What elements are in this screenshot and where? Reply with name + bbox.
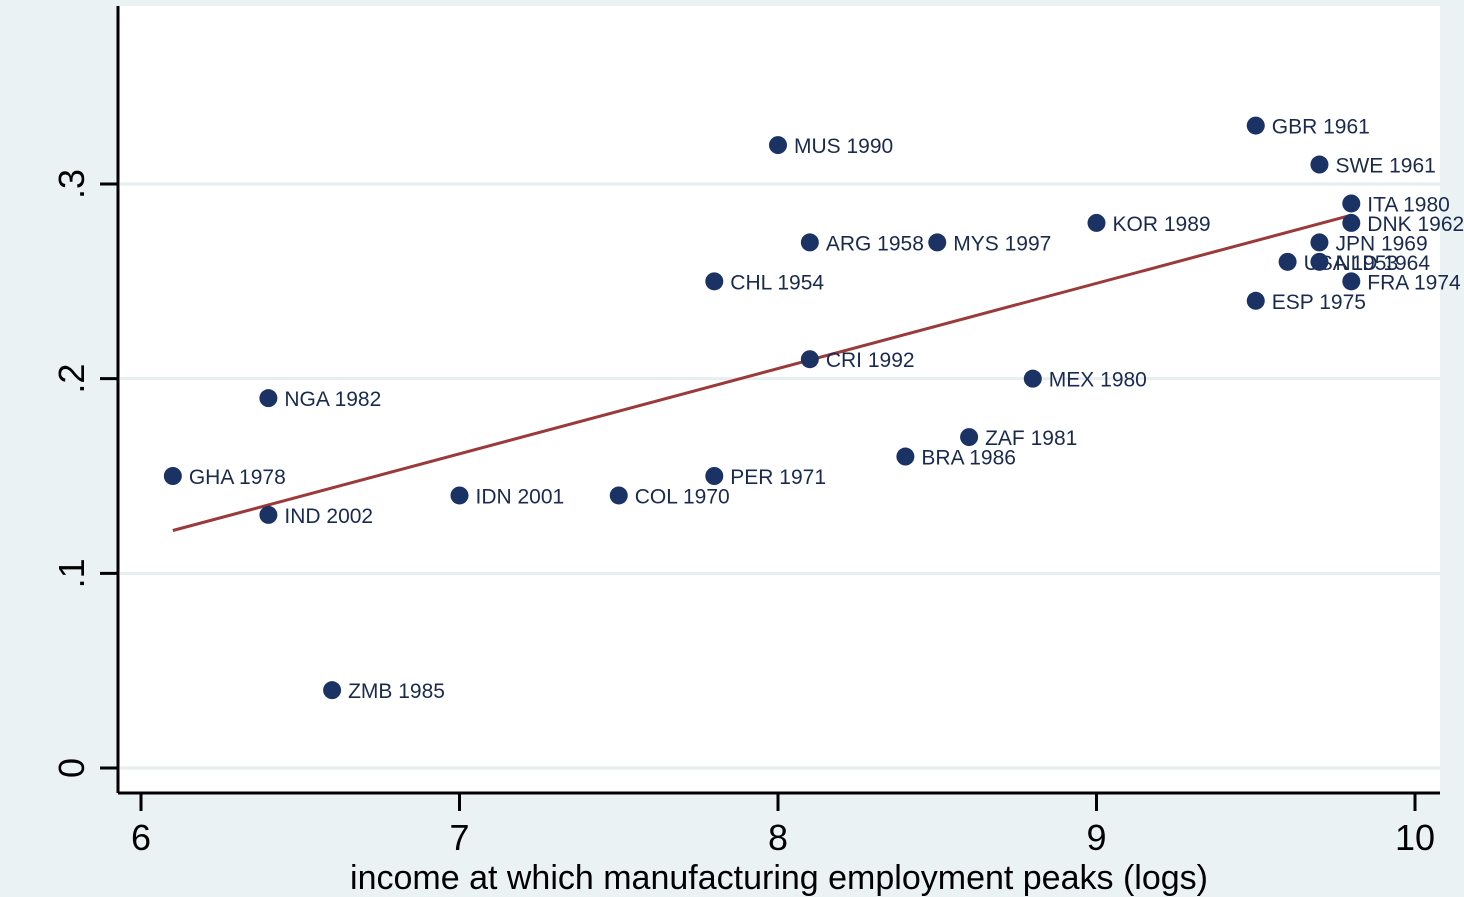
- point-jpn-1969: [1310, 233, 1329, 252]
- y-tick-label-0: 0: [51, 758, 92, 778]
- point-mus-1990: [769, 136, 787, 155]
- point-zmb-1985: [323, 681, 342, 700]
- x-ticks: 6 7 8 9 10: [131, 793, 1435, 858]
- point-label-fra-1974: FRA 1974: [1367, 271, 1461, 294]
- point-label-zaf-1981: ZAF 1981: [985, 427, 1077, 450]
- y-tick-label-3: .3: [51, 169, 92, 199]
- point-label-dnk-1962: DNK 1962: [1367, 213, 1464, 236]
- point-label-gbr-1961: GBR 1961: [1272, 116, 1370, 139]
- point-label-chl-1954: CHL 1954: [730, 271, 824, 294]
- x-tick-label-3: 9: [1086, 817, 1106, 858]
- point-label-idn-2001: IDN 2001: [476, 485, 565, 508]
- point-label-mus-1990: MUS 1990: [794, 135, 893, 158]
- point-zaf-1981: [960, 428, 979, 447]
- point-mex-1980: [1023, 369, 1042, 388]
- point-label-per-1971: PER 1971: [730, 466, 826, 489]
- point-per-1971: [705, 467, 724, 485]
- point-mys-1997: [928, 233, 947, 252]
- point-label-zmb-1985: ZMB 1985: [348, 680, 445, 703]
- x-tick-label-4: 10: [1395, 817, 1435, 858]
- x-tick-label-0: 6: [131, 817, 151, 858]
- point-ind-2002: [259, 505, 278, 524]
- point-idn-2001: [450, 486, 469, 505]
- point-col-1970: [609, 486, 628, 505]
- x-tick-label-1: 7: [449, 817, 469, 858]
- point-arg-1958: [800, 233, 819, 252]
- y-ticks: 0 .1 .2 .3: [51, 169, 118, 778]
- point-label-swe-1961: SWE 1961: [1335, 155, 1435, 178]
- point-label-kor-1989: KOR 1989: [1113, 213, 1211, 236]
- point-gha-1978: [163, 467, 182, 485]
- y-tick-label-2: .2: [51, 364, 92, 394]
- point-dnk-1962: [1342, 213, 1361, 232]
- points-layer: GBR 1961 MUS 1990 SWE 1961 ITA 1980 KOR 1989…: [163, 116, 1464, 703]
- point-swe-1961: [1310, 155, 1329, 174]
- point-kor-1989: [1087, 213, 1106, 232]
- fit-line-layer: [172, 213, 1352, 532]
- point-fra-1974: [1342, 272, 1361, 291]
- point-gbr-1961: [1246, 116, 1265, 135]
- point-label-ind-2002: IND 2002: [284, 505, 373, 528]
- point-nga-1982: [259, 389, 278, 408]
- x-axis-title: income at which manufacturing employment…: [350, 859, 1208, 897]
- point-usa-1953: [1278, 252, 1297, 271]
- x-tick-label-2: 8: [768, 817, 788, 858]
- point-esp-1975: [1246, 291, 1265, 310]
- point-bra-1986: [896, 447, 915, 466]
- point-ita-1980: [1342, 194, 1361, 213]
- point-label-bra-1986: BRA 1986: [921, 447, 1016, 470]
- y-tick-label-1: .1: [51, 558, 92, 588]
- point-label-col-1970: COL 1970: [635, 485, 730, 508]
- point-nld-1964: [1310, 252, 1329, 271]
- gridlines: [120, 182, 1440, 770]
- point-label-jpn-1969: JPN 1969: [1335, 232, 1427, 255]
- fit-line: [172, 213, 1352, 532]
- point-label-nld-1964: NLD 1964: [1335, 252, 1430, 275]
- point-label-cri-1992: CRI 1992: [826, 349, 915, 372]
- point-label-gha-1978: GHA 1978: [189, 466, 286, 489]
- point-chl-1954: [705, 272, 724, 291]
- point-label-esp-1975: ESP 1975: [1272, 291, 1366, 314]
- point-label-mys-1997: MYS 1997: [953, 232, 1051, 255]
- point-label-arg-1958: ARG 1958: [826, 232, 924, 255]
- point-label-nga-1982: NGA 1982: [284, 388, 381, 411]
- point-label-mex-1980: MEX 1980: [1049, 369, 1147, 392]
- point-cri-1992: [800, 350, 819, 369]
- point-label-ita-1980: ITA 1980: [1367, 193, 1450, 216]
